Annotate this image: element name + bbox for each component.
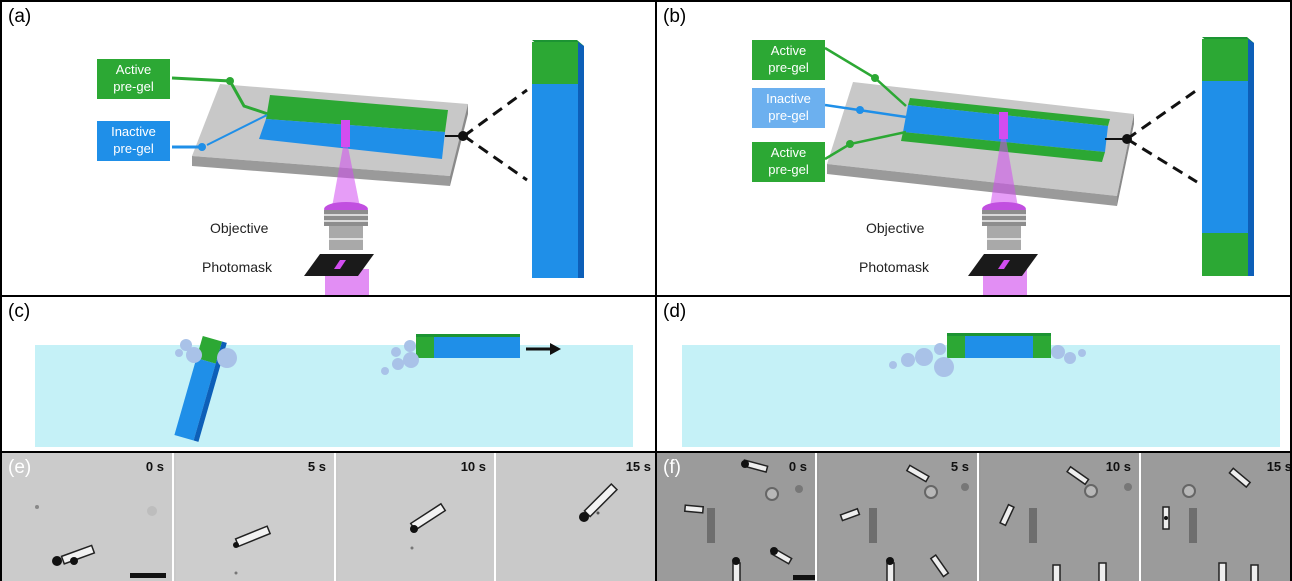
active-inlet-tube	[171, 76, 269, 116]
panel-e: (e) 0 s 5 s 10 s 15 s	[0, 451, 657, 581]
micrograph-frame: 5 s	[176, 453, 336, 581]
micrograph-frame: 15 s	[1143, 453, 1292, 581]
timestamp: 15 s	[1266, 459, 1292, 474]
zoom-line-bottom	[463, 134, 528, 182]
inactive-inlet-tube	[824, 103, 907, 119]
bubble	[889, 361, 897, 369]
swimming-schematic-d	[682, 333, 1280, 447]
photomask-label: Photomask	[859, 259, 930, 275]
micrograph-frame: 10 s	[338, 453, 496, 581]
objective-lens	[324, 210, 368, 226]
bubble	[175, 349, 183, 357]
inactive-inlet-tube	[206, 114, 268, 146]
fiber-inactive-body	[434, 337, 520, 358]
fiber-active-segment	[532, 42, 578, 84]
swimming-schematic-c	[35, 334, 633, 447]
timestamp: 5 s	[307, 459, 326, 474]
dark-streak	[707, 508, 715, 543]
objective-label: Objective	[210, 220, 269, 236]
objective-label: Objective	[866, 220, 925, 236]
scale-bar	[130, 573, 166, 578]
panel-b-label: (b)	[663, 6, 687, 27]
tilted-fiber	[174, 335, 227, 442]
micrograph-frame: (e) 0 s	[2, 453, 174, 581]
fiber-active-end-left	[947, 336, 965, 358]
timestamp: 5 s	[950, 459, 969, 474]
scale-bar	[793, 575, 815, 580]
fiber-inactive-body	[965, 336, 1033, 358]
micrograph-frame: 10 s	[981, 453, 1141, 581]
glass-slide-edge	[192, 156, 450, 186]
uv-exposure-spot	[341, 120, 350, 147]
zoom-line-top	[463, 88, 528, 138]
panel-d-label: (d)	[663, 301, 687, 322]
uv-beam	[990, 139, 1018, 207]
panel-a-label: (a)	[8, 6, 32, 27]
timestamp: 10 s	[1105, 459, 1131, 474]
uv-exposure-spot	[999, 112, 1008, 139]
fiber-particle	[234, 525, 272, 548]
fiber-active-bottom	[1202, 233, 1248, 276]
fiber-inactive-segment	[1202, 81, 1248, 233]
fiber-particle	[1228, 467, 1252, 489]
panel-a: (a)	[0, 0, 657, 297]
micrograph-frame: 15 s	[498, 453, 655, 581]
active-stream-top	[908, 98, 1110, 126]
inactive-stream	[259, 119, 445, 159]
inactive-pregel-tag: Inactive pre-gel	[97, 121, 170, 161]
photomask-label: Photomask	[202, 259, 273, 275]
micrograph-frame: 5 s	[819, 453, 979, 581]
fiber-particle	[905, 464, 930, 483]
panel-f: (f) 0 s 5 s 10 s	[655, 451, 1292, 581]
timestamp: 0 s	[788, 459, 807, 474]
fiber-particle	[583, 482, 619, 518]
water-bath	[35, 345, 633, 447]
micrograph-frame: (f) 0 s	[657, 453, 817, 581]
uv-beam	[332, 147, 360, 207]
panel-b: (b) Active pre-gel	[655, 0, 1292, 297]
zoom-line-bottom	[1126, 137, 1198, 184]
bubble-dot	[52, 556, 62, 566]
panel-c: (c)	[0, 295, 657, 453]
inactive-pregel-tag: Inactive pre-gel	[752, 88, 825, 128]
objective-lens	[982, 210, 1026, 226]
device-schematic-a	[171, 40, 584, 295]
panel-d: (d)	[655, 295, 1292, 453]
panel-c-label: (c)	[8, 301, 31, 322]
fiber-particle	[1066, 465, 1090, 486]
zoom-line-top	[1126, 88, 1198, 141]
panel-f-label: (f)	[663, 457, 681, 478]
active-pregel-tag: Active pre-gel	[97, 59, 170, 99]
active-pregel-tag-top: Active pre-gel	[752, 40, 825, 80]
active-stream	[266, 95, 448, 132]
panel-e-label: (e)	[8, 457, 32, 478]
device-schematic-b	[824, 37, 1254, 295]
water-bath	[682, 345, 1280, 447]
timestamp: 0 s	[145, 459, 164, 474]
fiber-inactive-segment	[532, 84, 578, 278]
fiber-particle	[60, 544, 96, 565]
fiber-active-end	[416, 337, 434, 358]
timestamp: 10 s	[460, 459, 486, 474]
active-pregel-tag-bottom: Active pre-gel	[752, 142, 825, 182]
fiber-active-end-right	[1033, 336, 1051, 358]
timestamp: 15 s	[625, 459, 651, 474]
fiber-active-top	[1202, 39, 1248, 81]
